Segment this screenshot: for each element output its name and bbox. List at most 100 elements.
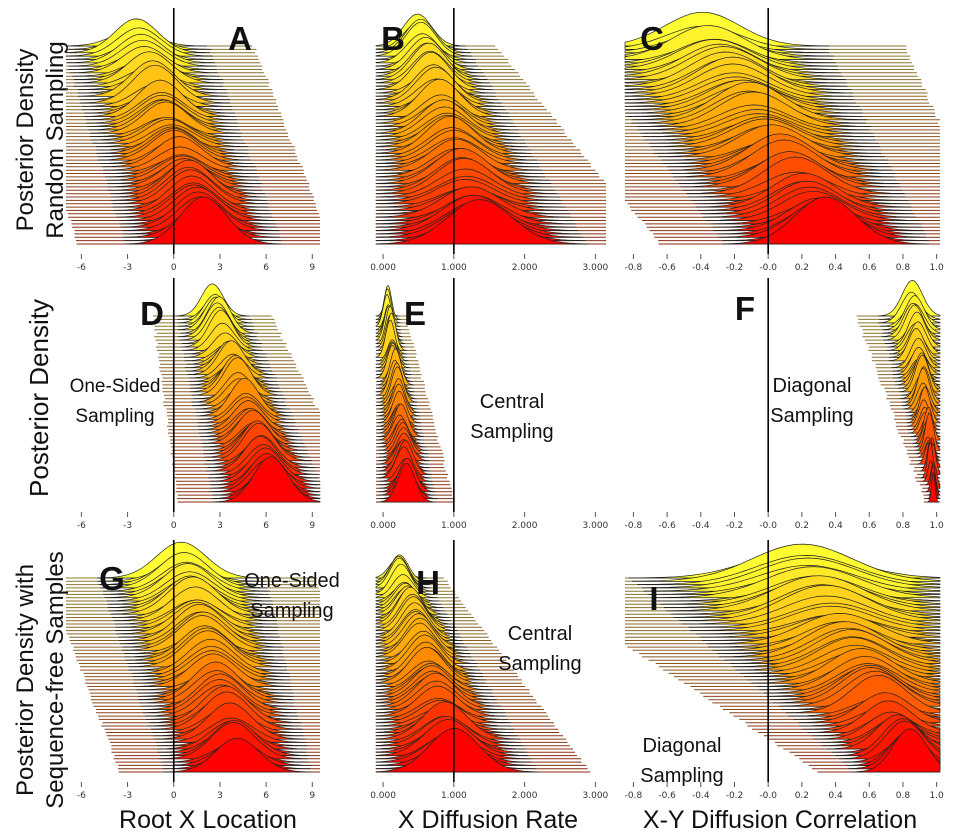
panel-label-h: H [416,564,440,601]
tick-label: 0 [171,521,177,531]
panel-label-d: D [140,295,164,332]
ridges-e [375,285,455,503]
annotation-g: One-Sided Sampling [244,570,340,622]
tick-label: 1.000 [441,263,467,273]
panel-g: -6 -3 0 3 6 9 G One-Sided Sampling [66,540,340,801]
tick-label: 2.000 [512,263,538,273]
tick-label: -3 [123,791,132,801]
panel-label-e: E [404,295,426,332]
tick-label: 0.8 [896,791,911,801]
tick-label: -6 [77,791,86,801]
tick-label: 0.6 [862,521,877,531]
tick-label: 0 [171,263,177,273]
ridge-density [212,456,321,503]
panel-label-c: C [640,20,664,57]
tick-label: -0.8 [625,791,643,801]
ridge-density [124,196,283,245]
tick-label: 0.000 [370,521,396,531]
tick-label: -0.4 [692,791,710,801]
tick-label: 1.000 [441,791,467,801]
ridges-d [153,283,321,503]
annotation-e: Central Sampling [470,391,553,443]
x-axis-i: -0.8 -0.6 -0.4 -0.2 -0.0 0.2 0.4 0.6 0.8 1.0 [625,782,944,801]
tick-label: 2.000 [512,521,538,531]
panel-i: -0.8 -0.6 -0.4 -0.2 -0.0 0.2 0.4 0.6 0.8 1.0 I Diag… [625,540,944,801]
tick-label: 0.4 [828,521,843,531]
ridges-i [625,543,941,773]
panel-a: -6 -3 0 3 6 9 A [65,8,320,273]
ridge-density [721,196,929,245]
tick-label: 2.000 [512,791,538,801]
tick-label: -0.2 [726,791,744,801]
tick-label: 3 [217,263,223,273]
tick-label: 3.000 [583,521,609,531]
tick-label: 0.000 [370,263,396,273]
tick-label: -6 [77,521,86,531]
ridges-c [624,11,940,245]
tick-label: 0.4 [828,263,843,273]
tick-label: 1.000 [441,521,467,531]
ridges-b [375,13,606,245]
x-axis-e: 0.000 1.000 2.000 3.000 [370,512,609,531]
ridge-density [375,728,539,773]
tick-label: 1.0 [929,521,944,531]
ridge-density [377,462,436,503]
tick-label: 0.2 [795,791,809,801]
tick-label: 6 [263,263,269,273]
tick-label: 3.000 [583,263,609,273]
ridge-density [375,319,407,358]
tick-label: 0.2 [795,263,809,273]
panel-d: -6 -3 0 3 6 9 D One-Sided Sampling [70,278,321,531]
panel-b: 0.000 1.000 2.000 3.000 B [370,8,609,273]
tick-label: 0 [171,791,177,801]
tick-label: -3 [123,521,132,531]
x-label-root-location: Root X Location [119,806,297,834]
panel-f: -0.8 -0.6 -0.4 -0.2 -0.0 0.2 0.4 0.6 0.8 1.0 F Diag… [625,278,944,531]
annotation-f: Diagonal Sampling [770,375,853,427]
ridge-density [163,737,311,773]
tick-label: -0.2 [726,521,744,531]
tick-label: -0.8 [625,263,643,273]
tick-label: -0.8 [625,521,643,531]
panel-label-g: G [99,560,125,597]
row-label-1-line-1: Posterior Density [12,49,39,232]
panel-e: 0.000 1.000 2.000 3.000 E Central Sampling [370,278,609,531]
annotation-i: Diagonal Sampling [640,735,723,787]
panel-label-a: A [228,20,252,57]
row-label-1: Posterior Density Random Sampling [12,41,69,238]
tick-label: 3.000 [583,791,609,801]
tick-label: 6 [263,521,269,531]
annotation-h: Central Sampling [498,623,581,675]
x-axis-f: -0.8 -0.6 -0.4 -0.2 -0.0 0.2 0.4 0.6 0.8 1.0 [625,512,944,531]
tick-label: 0.8 [896,263,911,273]
ridges-f [856,280,941,503]
x-axis-b: 0.000 1.000 2.000 3.000 [370,254,609,273]
row-label-3-line-2: Sequence-free Samples [42,551,69,808]
tick-label: -0.0 [759,791,777,801]
row-label-3: Posterior Density with Sequence-free Sam… [12,551,69,808]
tick-label: 3 [217,521,223,531]
annotation-d: One-Sided Sampling [70,376,161,427]
tick-label: -0.6 [658,521,676,531]
tick-label: 0.2 [795,521,809,531]
ridge-density [927,471,940,503]
row-label-2: Posterior Density [24,299,54,497]
row-label-2-line-1: Posterior Density [24,299,54,497]
x-label-diffusion-rate: X Diffusion Rate [398,806,578,834]
tick-label: 1.0 [929,791,944,801]
x-label-diffusion-correlation: X-Y Diffusion Correlation [643,806,917,834]
ridges-a [65,18,320,245]
tick-label: 0.4 [828,791,843,801]
row-label-1-line-2: Random Sampling [42,41,69,238]
tick-label: 9 [309,263,315,273]
tick-label: 9 [309,521,315,531]
panel-h: 0.000 1.000 2.000 3.000 H Central Sampling [370,540,609,801]
panel-label-b: B [381,20,405,57]
tick-label: -0.0 [759,521,777,531]
tick-label: -0.2 [726,263,744,273]
tick-label: -0.6 [658,263,676,273]
ridge-density [852,728,941,773]
x-axis-g: -6 -3 0 3 6 9 [77,782,315,801]
